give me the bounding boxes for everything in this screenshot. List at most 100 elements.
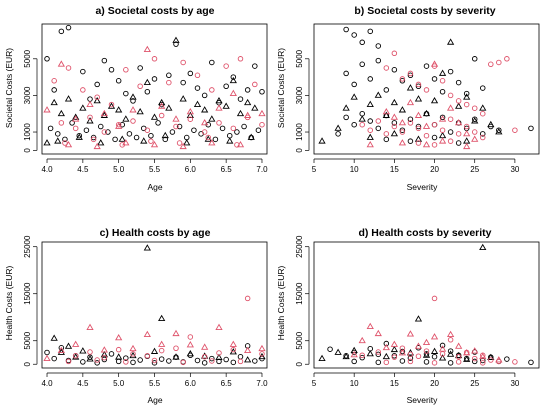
red-circle-point xyxy=(496,59,502,66)
black-triangle-point xyxy=(50,334,58,341)
y-tick-label: 0 xyxy=(23,361,32,366)
black-triangle-point xyxy=(414,95,423,102)
black-circle-point xyxy=(252,358,258,364)
red-triangle-point xyxy=(143,330,151,338)
y-tick-label: 0 xyxy=(23,148,32,153)
red-circle-point xyxy=(209,358,215,364)
black-circle-point xyxy=(447,68,454,75)
black-triangle-point xyxy=(79,104,87,111)
red-triangle-point xyxy=(438,137,447,144)
red-triangle-point xyxy=(479,352,487,360)
red-triangle-point xyxy=(455,342,463,349)
black-circle-point xyxy=(126,131,133,137)
y-tick-label: 1000 xyxy=(23,123,32,141)
black-circle-point xyxy=(105,129,111,135)
black-circle-point xyxy=(439,114,446,121)
black-circle-point xyxy=(201,360,208,366)
black-circle-point xyxy=(407,138,414,144)
black-circle-point xyxy=(151,76,158,82)
red-triangle-point xyxy=(86,323,94,330)
black-circle-point xyxy=(480,357,486,364)
x-axis-title: Severity xyxy=(407,182,438,192)
black-triangle-point xyxy=(247,133,255,140)
x-tick-label: 6.0 xyxy=(185,379,197,388)
x-tick-label: 5 xyxy=(312,379,317,388)
y-axis-title: Health Costs (EUR) xyxy=(276,266,286,341)
black-circle-point xyxy=(375,125,382,132)
black-circle-point xyxy=(223,83,229,90)
red-circle-point xyxy=(176,140,183,146)
red-triangle-point xyxy=(471,347,479,354)
red-circle-point xyxy=(367,127,374,133)
x-tick-label: 20 xyxy=(430,379,439,388)
red-circle-point xyxy=(201,129,208,135)
black-triangle-point xyxy=(390,129,398,137)
red-circle-point xyxy=(407,70,414,77)
black-circle-point xyxy=(219,125,226,132)
black-circle-point xyxy=(359,354,365,361)
red-triangle-point xyxy=(100,346,108,353)
black-circle-point xyxy=(191,127,197,133)
y-tick-label: 0 xyxy=(295,361,304,366)
black-triangle-point xyxy=(64,342,73,349)
red-circle-point xyxy=(391,123,398,130)
black-triangle-point xyxy=(414,135,423,142)
red-circle-point xyxy=(209,87,215,93)
red-triangle-point xyxy=(414,111,423,118)
black-triangle-point xyxy=(430,347,439,354)
black-triangle-point xyxy=(366,133,374,140)
red-triangle-point xyxy=(382,343,390,351)
black-circle-point xyxy=(108,351,115,357)
black-circle-point xyxy=(194,85,201,91)
red-triangle-point xyxy=(179,142,187,150)
black-circle-point xyxy=(439,342,446,349)
black-triangle-point xyxy=(161,131,169,139)
red-circle-point xyxy=(480,110,486,117)
red-circle-point xyxy=(158,347,165,354)
red-circle-point xyxy=(439,78,446,84)
red-circle-point xyxy=(471,105,478,111)
red-triangle-point xyxy=(422,140,431,148)
red-circle-point xyxy=(431,295,438,302)
black-circle-point xyxy=(327,346,333,352)
black-triangle-point xyxy=(158,314,166,322)
y-axis-title: Societal Costs (EUR) xyxy=(4,48,14,128)
black-triangle-point xyxy=(86,117,94,124)
black-triangle-point xyxy=(438,69,447,76)
plot-frame xyxy=(313,241,540,369)
black-circle-point xyxy=(391,67,398,73)
red-circle-point xyxy=(431,142,438,148)
black-triangle-point xyxy=(487,120,495,128)
y-tick-label: 3000 xyxy=(23,86,32,104)
red-triangle-point xyxy=(158,102,166,109)
black-circle-point xyxy=(471,116,478,122)
black-triangle-point xyxy=(342,104,350,111)
red-circle-point xyxy=(130,118,136,124)
red-circle-point xyxy=(471,129,478,135)
black-triangle-point xyxy=(463,355,471,362)
red-triangle-point xyxy=(93,142,101,150)
red-circle-point xyxy=(359,121,365,128)
red-triangle-point xyxy=(115,122,123,129)
black-triangle-point xyxy=(140,137,148,144)
black-circle-point xyxy=(173,41,179,47)
red-circle-point xyxy=(423,348,430,354)
black-circle-point xyxy=(112,136,118,143)
black-triangle-point xyxy=(115,106,123,113)
black-circle-point xyxy=(65,24,72,31)
red-triangle-point xyxy=(229,89,237,96)
black-triangle-point xyxy=(215,353,223,361)
panel-title: b) Societal costs by severity xyxy=(354,5,495,17)
black-triangle-point xyxy=(97,139,105,146)
black-circle-point xyxy=(431,76,438,82)
black-circle-point xyxy=(399,78,406,84)
red-triangle-point xyxy=(64,140,73,148)
scatter-points xyxy=(43,24,266,150)
x-tick-label: 10 xyxy=(350,165,359,174)
red-triangle-point xyxy=(86,100,94,107)
red-triangle-point xyxy=(358,336,366,344)
red-circle-point xyxy=(205,134,211,141)
black-triangle-point xyxy=(422,351,431,358)
black-circle-point xyxy=(480,131,486,137)
red-circle-point xyxy=(407,358,414,365)
